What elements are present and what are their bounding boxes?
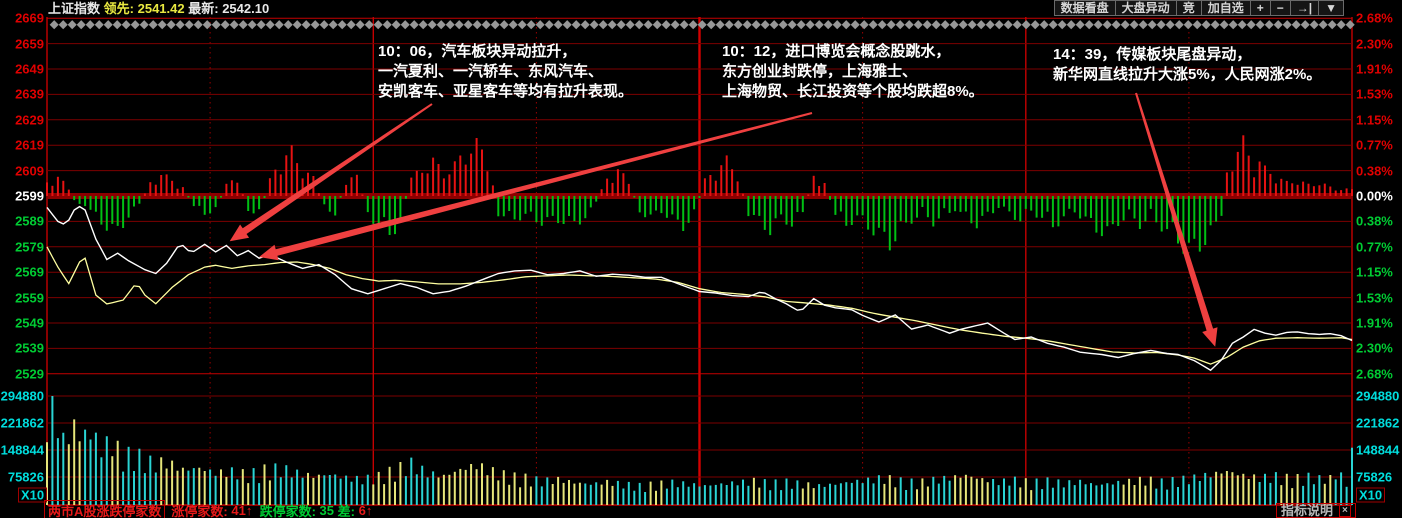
event-annotation-3: 14：39，传媒板块尾盘异动， 新华网直线拉升大涨5%，人民网涨2%。 xyxy=(1053,45,1321,85)
diamond-separator-line xyxy=(49,20,1355,30)
percent-axis-label: 1.15% xyxy=(1356,264,1393,280)
annotation-line: 东方创业封跌停，上海雅士、 xyxy=(722,63,918,80)
top-bar: 上证指数 领先: 2541.42 最新: 2542.10 数据看盘 大盘异动竞加自… xyxy=(0,0,1402,17)
percent-axis-label: 0.77% xyxy=(1356,239,1393,255)
percent-axis-label: 1.91% xyxy=(1356,315,1393,331)
percent-axis-label: 0.00% xyxy=(1356,188,1393,204)
percent-axis-label: 0.38% xyxy=(1356,163,1393,179)
volume-axis-label: 148844 xyxy=(1356,442,1400,458)
indicator-help-label: 指标说明 xyxy=(1281,503,1334,518)
percent-axis-label: 2.68% xyxy=(1356,10,1393,26)
price-axis-label: 2539 xyxy=(15,340,44,356)
volume-axis-label: 75826 xyxy=(7,469,44,485)
limit-down-label: 跌停家数: xyxy=(259,504,316,518)
arrow-pointer xyxy=(229,103,433,242)
volume-axis-label: 294880 xyxy=(1356,388,1400,404)
updown-count-title: 两市A股涨跌停家数 xyxy=(44,500,166,518)
percent-axis-label: 2.30% xyxy=(1356,36,1393,52)
price-axis-label: 2599 xyxy=(15,188,44,204)
limit-up-label: 涨停家数: xyxy=(171,504,228,518)
volume-multiplier-label: X10 xyxy=(1356,487,1386,503)
momentum-bars xyxy=(46,135,1353,254)
percent-axis-label: 2.68% xyxy=(1356,366,1393,382)
last-value: 2542.10 xyxy=(222,1,270,16)
volume-axis-label: 221862 xyxy=(0,415,44,431)
index-title-group: 上证指数 领先: 2541.42 最新: 2542.10 xyxy=(48,0,269,17)
price-axis-label: 2639 xyxy=(15,86,44,102)
header-button-2[interactable]: 竞 xyxy=(1176,0,1202,16)
percent-axis-label: 0.38% xyxy=(1356,213,1393,229)
index-name: 上证指数 xyxy=(48,1,101,16)
lead-value: 2541.42 xyxy=(137,1,185,16)
price-axis-label: 2549 xyxy=(15,315,44,331)
percent-axis-label: 1.53% xyxy=(1356,290,1393,306)
header-button-1[interactable]: 大盘异动 xyxy=(1115,0,1177,16)
dropdown-icon[interactable]: ▼ xyxy=(1319,0,1344,16)
last-label: 最新: xyxy=(188,1,219,16)
diff-arrow-icon: ↑ xyxy=(365,503,373,518)
diff-label: 差: xyxy=(337,504,355,518)
percent-axis-label: 1.53% xyxy=(1356,86,1393,102)
limit-up-value: 41 xyxy=(231,503,246,518)
volume-axis-label: 221862 xyxy=(1356,415,1400,431)
annotation-arrows xyxy=(229,92,1218,347)
annotation-line: 一汽夏利、一汽轿车、东风汽车、 xyxy=(378,63,604,80)
annotation-line: 新华网直线拉升大涨5%，人民网涨2%。 xyxy=(1053,66,1322,83)
price-axis-label: 2589 xyxy=(15,213,44,229)
volume-axis-label: 75826 xyxy=(1356,469,1393,485)
volume-multiplier-label: X10 xyxy=(18,487,48,503)
up-arrow-icon: ↑ xyxy=(245,503,253,518)
arrow-pointer xyxy=(259,112,813,261)
price-axis-label: 2669 xyxy=(15,10,44,26)
header-button-3[interactable]: 加自选 xyxy=(1201,0,1251,16)
event-annotation-1: 10：06，汽车板块异动拉升， 一汽夏利、一汽轿车、东风汽车、安凯客车、亚星客车等… xyxy=(378,42,633,102)
zoom-out-icon[interactable]: − xyxy=(1270,0,1291,16)
price-axis-label: 2579 xyxy=(15,239,44,255)
next-period-icon[interactable]: →| xyxy=(1290,0,1320,16)
price-axis-label: 2619 xyxy=(15,137,44,153)
lead-label: 领先: xyxy=(103,1,134,16)
price-axis-label: 2569 xyxy=(15,264,44,280)
volume-bars xyxy=(46,396,1353,505)
price-axis-label: 2529 xyxy=(15,366,44,382)
annotation-line: 10：06，汽车板块异动拉升， xyxy=(378,43,577,60)
annotation-line: 10：12，进口博览会概念股跳水， xyxy=(722,43,951,60)
percent-axis-label: 1.15% xyxy=(1356,112,1393,128)
price-axis-label: 2559 xyxy=(15,290,44,306)
price-axis-label: 2609 xyxy=(15,163,44,179)
footer-status-bar: 两市A股涨跌停家数 涨停家数: 41 ↑ 跌停家数: 35 差: 6 ↑ xyxy=(44,500,373,518)
percent-axis-label: 2.30% xyxy=(1356,340,1393,356)
zoom-in-icon[interactable]: + xyxy=(1250,0,1271,16)
price-axis-label: 2649 xyxy=(15,61,44,77)
diff-value: 6 xyxy=(358,503,366,518)
header-button-0[interactable]: 数据看盘 xyxy=(1053,0,1116,16)
percent-axis-label: 0.77% xyxy=(1356,137,1393,153)
annotation-line: 安凯客车、亚星客车等均有拉升表现。 xyxy=(378,83,634,100)
percent-axis-label: 1.91% xyxy=(1356,61,1393,77)
volume-axis-label: 148844 xyxy=(0,442,44,458)
indicator-help-button[interactable]: 指标说明 × xyxy=(1276,503,1356,518)
price-axis-label: 2629 xyxy=(15,112,44,128)
close-icon[interactable]: × xyxy=(1339,504,1351,517)
header-button-group: 数据看盘 大盘异动竞加自选 + − →| ▼ xyxy=(1053,0,1344,16)
vertical-gridlines xyxy=(46,17,1353,505)
annotation-line: 上海物贸、长江投资等个股均跌超8%。 xyxy=(722,83,984,100)
annotation-line: 14：39，传媒板块尾盘异动， xyxy=(1053,46,1252,63)
limit-down-value: 35 xyxy=(319,503,334,518)
arrow-pointer xyxy=(1135,92,1218,347)
event-annotation-2: 10：12，进口博览会概念股跳水， 东方创业封跌停，上海雅士、上海物贸、长江投资等… xyxy=(722,42,984,102)
price-axis-label: 2659 xyxy=(15,36,44,52)
volume-axis-label: 294880 xyxy=(0,388,44,404)
